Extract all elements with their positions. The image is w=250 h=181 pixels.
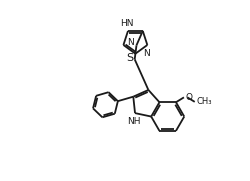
Text: HN: HN <box>120 19 133 28</box>
Text: S: S <box>126 53 133 63</box>
Text: N: N <box>143 49 150 58</box>
Text: O: O <box>185 93 192 102</box>
Text: NH: NH <box>127 117 140 126</box>
Text: N: N <box>127 38 134 47</box>
Text: CH₃: CH₃ <box>195 97 211 106</box>
